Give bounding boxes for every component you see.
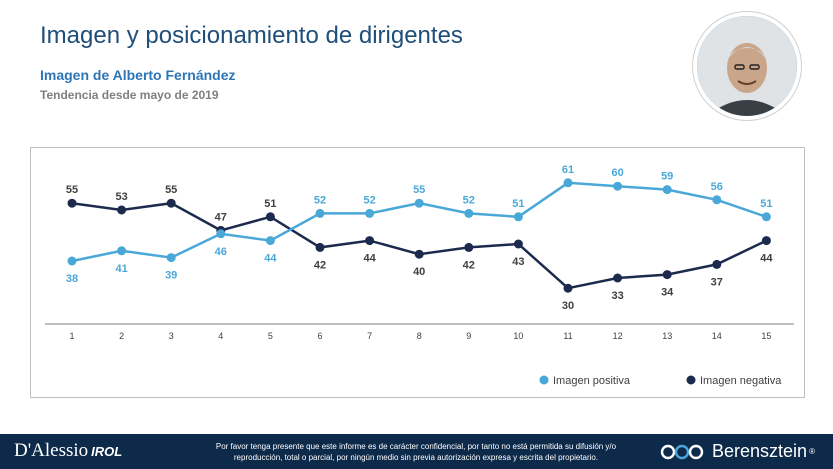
disclaimer-line-1: Por favor tenga presente que este inform…: [215, 442, 617, 451]
data-point-negativa: [265, 212, 275, 222]
brand-berensztein: Berensztein ®: [660, 441, 815, 462]
data-point-negativa: [166, 198, 176, 208]
data-label-negativa: 51: [264, 198, 276, 210]
brand-berensztein-name: Berensztein: [712, 441, 808, 461]
data-point-negativa: [613, 273, 623, 283]
data-label-positiva: 51: [760, 198, 772, 210]
x-tick-label: 9: [466, 331, 471, 341]
chart-period: Tendencia desde mayo de 2019: [40, 88, 219, 102]
data-point-negativa: [662, 270, 672, 280]
data-label-positiva: 52: [463, 194, 475, 206]
x-tick-label: 2: [119, 331, 124, 341]
data-point-negativa: [315, 242, 325, 252]
data-label-negativa: 40: [413, 266, 425, 278]
data-point-positiva: [166, 253, 176, 263]
data-label-positiva: 59: [661, 171, 673, 183]
brand-registered-mark: ®: [809, 447, 815, 456]
x-tick-label: 15: [761, 331, 771, 341]
berensztein-logo-icon: [660, 444, 704, 459]
data-point-positiva: [315, 208, 325, 218]
data-label-positiva: 52: [363, 194, 375, 206]
x-tick-label: 6: [317, 331, 322, 341]
data-label-negativa: 53: [115, 191, 127, 203]
x-tick-label: 11: [563, 331, 572, 341]
data-point-negativa: [513, 239, 523, 249]
data-point-negativa: [365, 236, 375, 246]
portrait-icon: [697, 16, 797, 116]
data-point-positiva: [365, 208, 375, 218]
data-label-positiva: 46: [215, 246, 227, 258]
data-point-positiva: [761, 212, 771, 222]
disclaimer-line-2: reproducción, total o parcial, por ningú…: [233, 453, 599, 462]
data-point-positiva: [414, 198, 424, 208]
data-point-positiva: [563, 178, 573, 188]
x-tick-label: 4: [218, 331, 223, 341]
data-label-negativa: 55: [165, 184, 177, 196]
data-point-positiva: [712, 195, 722, 205]
data-point-positiva: [67, 256, 77, 266]
legend-marker-negativa: [686, 375, 696, 385]
brand-dalessio-sub: IROL: [91, 444, 123, 459]
x-tick-label: 7: [367, 331, 372, 341]
data-label-positiva: 56: [711, 181, 723, 193]
data-point-positiva: [216, 229, 226, 239]
data-point-positiva: [613, 181, 623, 191]
footer-bar: D'Alessio IROL Por favor tenga presente q…: [0, 434, 833, 469]
chart-area: 1 2 3 4 5 6 7 8 9 10 11 12 13 14 15 38 41 39 46 44 52 52 55 52 5…: [30, 147, 805, 398]
data-label-negativa: 33: [611, 290, 623, 302]
data-label-positiva: 55: [413, 184, 425, 196]
data-point-negativa: [761, 236, 771, 246]
page-title: Imagen y posicionamiento de dirigentes: [40, 22, 463, 49]
data-label-positiva: 52: [314, 194, 326, 206]
data-point-negativa: [464, 242, 474, 252]
data-label-positiva: 61: [562, 164, 574, 176]
data-point-positiva: [662, 185, 672, 195]
data-label-negativa: 42: [314, 259, 326, 271]
data-point-positiva: [117, 246, 127, 256]
data-label-negativa: 47: [215, 211, 227, 223]
x-tick-label: 1: [69, 331, 74, 341]
chart-subtitle: Imagen de Alberto Fernández: [40, 67, 236, 83]
x-tick-label: 13: [662, 331, 672, 341]
data-label-positiva: 60: [611, 167, 623, 179]
portrait-photo: [697, 16, 797, 116]
data-label-positiva: 38: [66, 273, 78, 285]
data-label-negativa: 30: [562, 300, 574, 312]
brand-dalessio-name: D'Alessio: [14, 440, 89, 461]
data-label-positiva: 39: [165, 270, 177, 282]
data-point-negativa: [563, 283, 573, 293]
data-label-negativa: 37: [711, 276, 723, 288]
data-point-positiva: [513, 212, 523, 222]
x-tick-label: 8: [417, 331, 422, 341]
data-label-positiva: 51: [512, 198, 524, 210]
x-tick-label: 14: [712, 331, 722, 341]
data-label-positiva: 41: [115, 263, 127, 275]
legend-label-negativa: Imagen negativa: [700, 375, 782, 387]
brand-dalessio: D'Alessio IROL: [14, 440, 122, 462]
data-label-positiva: 44: [264, 253, 277, 265]
data-label-negativa: 44: [363, 253, 376, 265]
data-point-negativa: [712, 259, 722, 269]
x-tick-label: 5: [268, 331, 273, 341]
disclaimer-text: Por favor tenga presente que este inform…: [196, 441, 636, 463]
x-tick-label: 10: [513, 331, 523, 341]
x-tick-label: 12: [613, 331, 623, 341]
data-label-negativa: 34: [661, 287, 674, 299]
data-point-negativa: [67, 198, 77, 208]
legend-label-positiva: Imagen positiva: [553, 375, 631, 387]
data-label-negativa: 42: [463, 259, 475, 271]
data-point-negativa: [117, 205, 127, 215]
data-point-positiva: [464, 208, 474, 218]
data-point-positiva: [265, 236, 275, 246]
data-label-negativa: 44: [760, 253, 773, 265]
data-point-negativa: [414, 249, 424, 259]
x-tick-label: 3: [169, 331, 174, 341]
data-label-negativa: 55: [66, 184, 78, 196]
data-label-negativa: 43: [512, 256, 524, 268]
legend-marker-positiva: [539, 375, 549, 385]
